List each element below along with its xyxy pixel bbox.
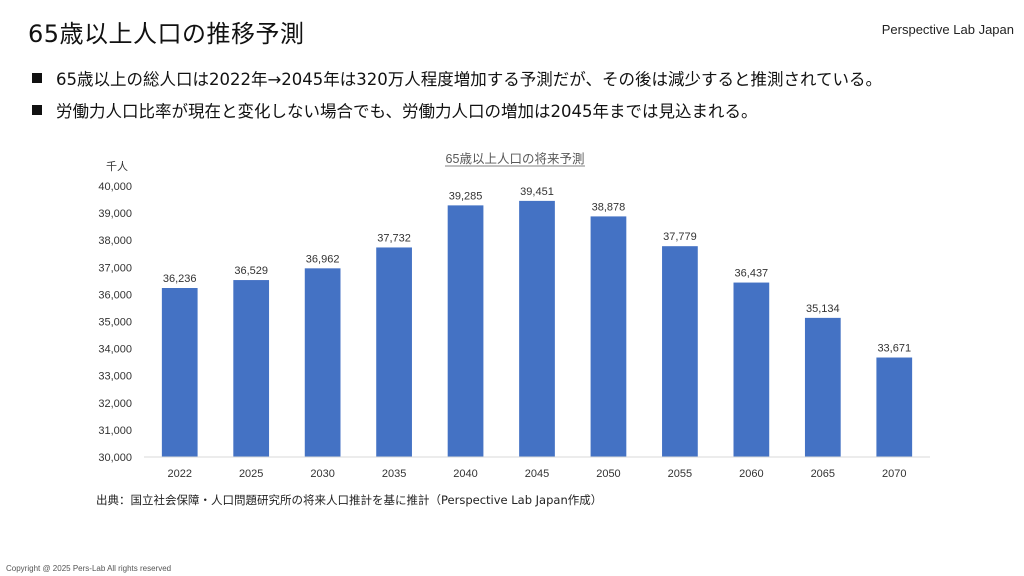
data-label: 37,732 <box>377 232 411 244</box>
y-tick-label: 34,000 <box>98 344 132 356</box>
bar-2045 <box>519 200 555 457</box>
square-bullet-icon <box>32 105 42 115</box>
source-note: 出典：国立社会保障・人口問題研究所の将来人口推計を基に推計（Perspectiv… <box>96 493 603 507</box>
bar-2022 <box>161 288 198 457</box>
y-tick-label: 39,000 <box>98 208 132 220</box>
data-label: 35,134 <box>806 303 840 315</box>
y-tick-label: 40,000 <box>98 181 132 193</box>
bar-2055 <box>662 246 698 457</box>
x-tick-label: 2035 <box>382 468 406 480</box>
x-tick-label: 2070 <box>882 468 906 480</box>
data-label: 39,451 <box>520 186 554 198</box>
y-tick-label: 36,000 <box>98 289 132 301</box>
data-label: 33,671 <box>877 343 911 355</box>
data-label: 36,529 <box>234 265 268 277</box>
y-tick-label: 32,000 <box>98 398 132 410</box>
bullet-list: 65歳以上の総人口は2022年→2045年は320万人程度増加する予測だが、その… <box>32 62 1012 126</box>
bar-2060 <box>733 282 770 457</box>
x-tick-label: 2040 <box>453 468 477 480</box>
y-tick-label: 30,000 <box>98 452 132 464</box>
brand-name: Perspective Lab Japan <box>881 22 1014 37</box>
bar-2035 <box>376 247 412 457</box>
bar-series: 36,236 36,529 36,962 37,732 39,285 39,451 38,8… <box>161 186 913 457</box>
bar-2030 <box>304 268 341 457</box>
x-tick-label: 2065 <box>811 468 835 480</box>
bar-2070 <box>876 357 913 457</box>
y-tick-label: 33,000 <box>98 371 132 383</box>
square-bullet-icon <box>32 73 42 83</box>
bar-2050 <box>590 216 627 457</box>
x-axis: 2022 2025 2030 2035 2040 2045 2050 2055 2060 2065… <box>144 456 930 480</box>
data-label: 36,437 <box>735 268 769 280</box>
y-tick-label: 37,000 <box>98 262 132 274</box>
bar-chart: 65歳以上人口の将来予測 千人 30,000 31,000 32,000 33,000… <box>98 152 930 480</box>
bar-2040 <box>447 205 484 457</box>
bullet-text: 65歳以上の総人口は2022年→2045年は320万人程度増加する予測だが、その… <box>56 70 882 89</box>
page-title: 65歳以上人口の推移予測 <box>28 20 305 48</box>
data-label: 36,962 <box>306 253 340 265</box>
x-tick-label: 2060 <box>739 468 763 480</box>
y-tick-label: 31,000 <box>98 425 132 437</box>
data-label: 38,878 <box>592 201 626 213</box>
data-label: 36,236 <box>163 273 197 285</box>
chart-container: 65歳以上人口の将来予測 千人 30,000 31,000 32,000 33,000… <box>80 148 960 488</box>
bullet-text: 労働力人口比率が現在と変化しない場合でも、労働力人口の増加は2045年までは見込… <box>56 102 758 121</box>
y-axis: 30,000 31,000 32,000 33,000 34,000 35,000 36,0… <box>98 181 132 464</box>
chart-title: 65歳以上人口の将来予測 <box>446 152 585 166</box>
bullet-item: 65歳以上の総人口は2022年→2045年は320万人程度増加する予測だが、その… <box>32 62 1012 94</box>
x-tick-label: 2022 <box>167 468 191 480</box>
x-tick-label: 2030 <box>310 468 334 480</box>
data-label: 37,779 <box>663 231 697 243</box>
bar-2025 <box>233 280 270 457</box>
x-tick-label: 2025 <box>239 468 263 480</box>
x-tick-label: 2055 <box>668 468 692 480</box>
x-tick-label: 2050 <box>596 468 620 480</box>
x-tick-label: 2045 <box>525 468 549 480</box>
bar-2065 <box>804 317 841 457</box>
bullet-item: 労働力人口比率が現在と変化しない場合でも、労働力人口の増加は2045年までは見込… <box>32 94 1012 126</box>
y-tick-label: 35,000 <box>98 317 132 329</box>
y-tick-label: 38,000 <box>98 235 132 247</box>
copyright-text: Copyright @ 2025 Pers-Lab All rights res… <box>6 564 172 573</box>
data-label: 39,285 <box>449 190 483 202</box>
y-axis-unit-label: 千人 <box>106 160 128 173</box>
